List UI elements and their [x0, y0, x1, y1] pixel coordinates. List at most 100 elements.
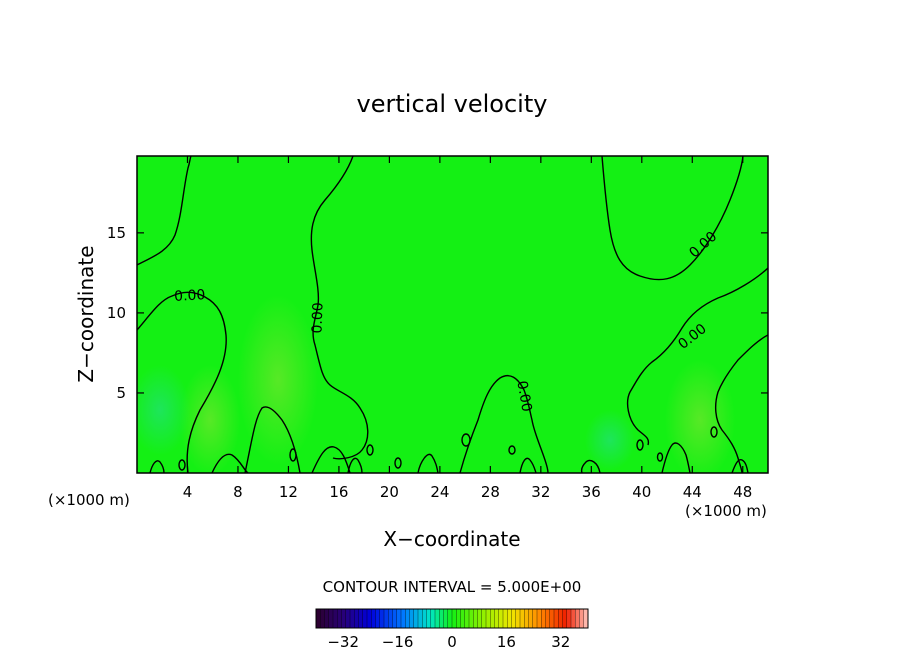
y-tick-label: 15	[107, 224, 126, 242]
updraft-shade	[665, 360, 735, 473]
colorbar-cell	[375, 609, 381, 628]
colorbar-cell	[422, 609, 427, 628]
colorbar-cell	[316, 609, 321, 628]
contour-interval-text: CONTOUR INTERVAL = 5.000E+00	[323, 578, 582, 596]
colorbar-tick-label: 16	[497, 633, 516, 651]
colorbar-cell	[345, 609, 351, 628]
colorbar-cell	[532, 609, 538, 628]
chart-title: vertical velocity	[357, 90, 548, 118]
y-tick-label: 5	[116, 384, 126, 402]
zero-contour-loop	[710, 426, 718, 438]
colorbar-cell	[490, 609, 495, 628]
y-axis: 5 10 15	[107, 224, 768, 402]
colorbar-cell	[469, 609, 474, 628]
colorbar-cell	[460, 609, 466, 628]
colorbar-cell	[341, 609, 347, 628]
zero-contour-loop	[178, 459, 186, 471]
contour-label: 0.00	[513, 380, 534, 413]
colorbar-cell	[549, 609, 555, 628]
x-tick-label: 40	[632, 483, 651, 501]
colorbar-tick-label: 0	[447, 633, 457, 651]
plot-area: 0.00 0.00 0.00 0.00 0.00	[137, 156, 768, 473]
zero-contour-line	[137, 291, 227, 473]
colorbar-cell	[430, 609, 436, 628]
colorbar-cell	[354, 609, 359, 628]
colorbar-cell	[562, 609, 568, 628]
colorbar-cell	[515, 609, 521, 628]
colorbar-cell	[379, 609, 385, 628]
colorbar-cell	[575, 609, 580, 628]
colorbar-cell	[426, 609, 432, 628]
colorbar-cell	[413, 609, 419, 628]
colorbar-cell	[320, 609, 325, 628]
zero-contour-loop	[289, 448, 297, 462]
colorbar-cell	[524, 609, 529, 628]
colorbar-cell	[520, 609, 525, 628]
zero-contour-loop	[656, 452, 664, 462]
x-tick-label: 8	[233, 483, 243, 501]
colorbar-cell	[447, 609, 453, 628]
colorbar-cell	[464, 609, 470, 628]
colorbar-cell	[528, 609, 534, 628]
zero-contour-line	[211, 453, 249, 473]
colorbar-cell	[452, 609, 457, 628]
colorbar-cell	[367, 609, 372, 628]
colorbar-cell	[439, 609, 444, 628]
zero-contour-line	[417, 453, 439, 473]
x-tick-label: 4	[183, 483, 193, 501]
zero-contour-line	[601, 156, 744, 281]
colorbar-cell	[541, 609, 546, 628]
colorbar-cell	[324, 609, 330, 628]
colorbar-cell	[362, 609, 368, 628]
colorbar-cell	[503, 609, 508, 628]
colorbar-cell	[477, 609, 483, 628]
colorbar-cell	[566, 609, 572, 628]
zero-contour-line	[580, 459, 601, 473]
updraft-shade	[180, 365, 240, 473]
x-tick-label: 12	[279, 483, 298, 501]
x-tick-label: 32	[531, 483, 550, 501]
zero-contour-loop	[508, 445, 516, 455]
zero-contour-line	[661, 442, 691, 473]
zero-contour-line	[731, 458, 749, 473]
updraft-shade	[238, 295, 318, 465]
zero-contour-loop	[366, 444, 374, 456]
colorbar-cell	[545, 609, 551, 628]
colorbar-cell	[371, 609, 376, 628]
zero-contour-line	[137, 156, 192, 266]
zero-contour-line	[626, 267, 768, 446]
zero-contours	[137, 156, 768, 473]
colorbar-cell	[507, 609, 512, 628]
colorbar-cell	[358, 609, 364, 628]
downdraft-shade	[137, 365, 190, 455]
zero-contour-loop	[461, 433, 471, 447]
colorbar-cell	[473, 609, 478, 628]
colorbar-cell	[481, 609, 487, 628]
contour-label: 0.00	[174, 287, 206, 305]
velocity-field	[137, 156, 768, 473]
colorbar-cell	[405, 609, 410, 628]
y-axis-label: Z−coordinate	[74, 245, 98, 382]
colorbar-cell	[396, 609, 402, 628]
colorbar-cell	[350, 609, 355, 628]
x-tick-label: 48	[733, 483, 752, 501]
zero-contour-line	[310, 156, 369, 460]
y-tick-label: 10	[107, 304, 126, 322]
zero-contour-line	[347, 457, 363, 473]
x-tick-label: 20	[380, 483, 399, 501]
colorbar-cell	[511, 609, 517, 628]
colorbar-tick-label: −32	[327, 633, 359, 651]
colorbar-cell	[409, 609, 415, 628]
zero-contour-line	[311, 446, 351, 473]
colorbar-cell	[418, 609, 423, 628]
colorbar-ticks: −32 −16 0 16 32	[327, 633, 570, 651]
colorbar-cell	[456, 609, 461, 628]
colorbar-cell	[337, 609, 342, 628]
colorbar-cell	[384, 609, 389, 628]
x-tick-label: 16	[329, 483, 348, 501]
zero-contour-line	[149, 460, 165, 473]
colorbar-cell	[537, 609, 542, 628]
colorbar-cell	[388, 609, 393, 628]
colorbar-tick-label: 32	[551, 633, 570, 651]
